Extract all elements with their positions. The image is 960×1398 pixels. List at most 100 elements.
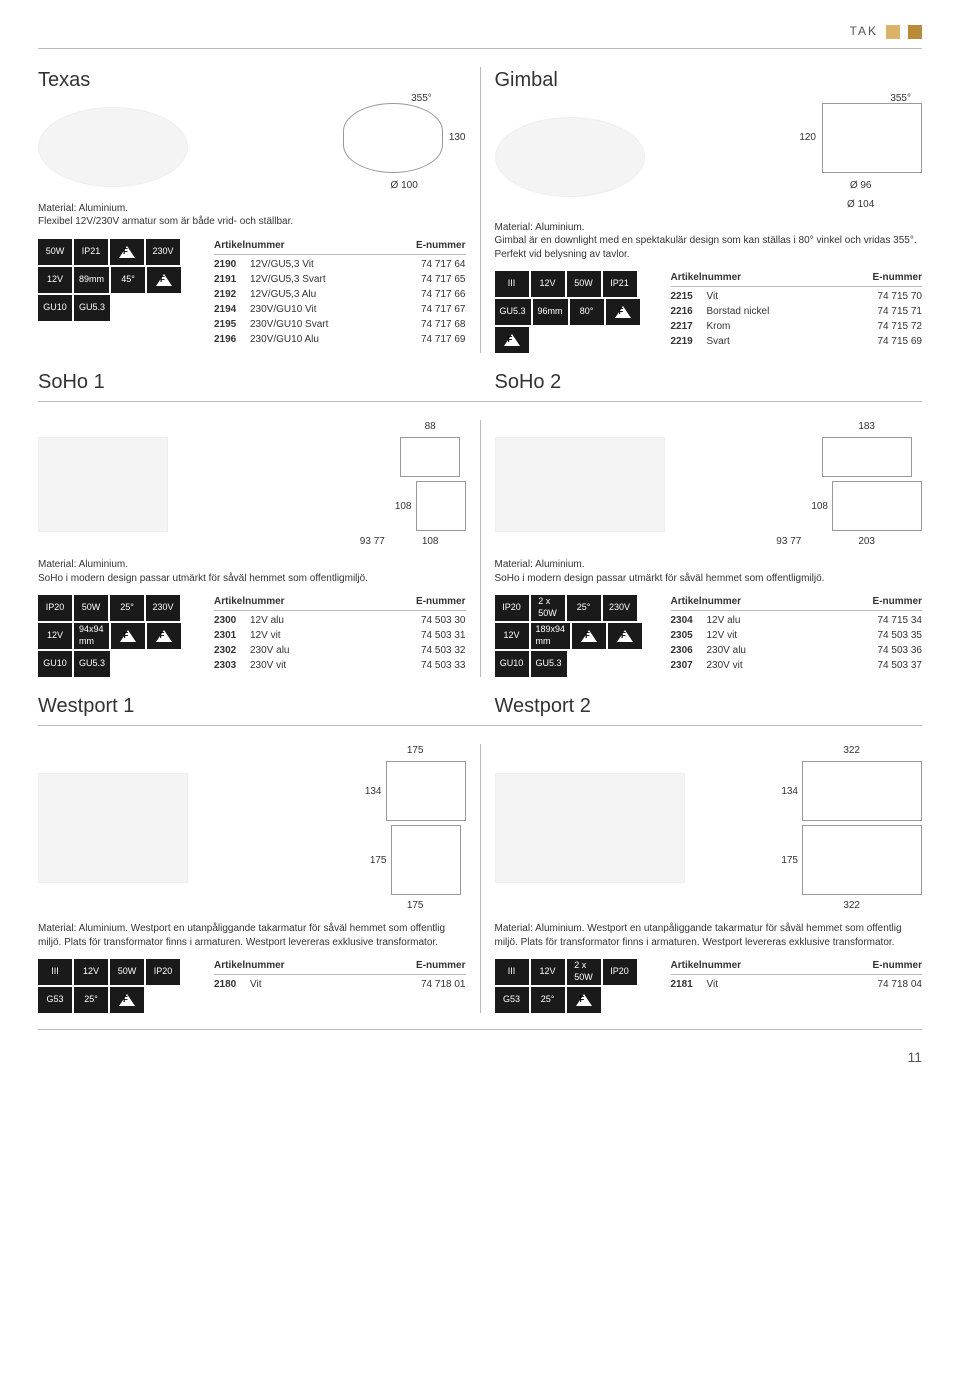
article-desc: 12V alu: [250, 614, 402, 627]
article-desc: 230V alu: [707, 644, 859, 657]
spec-badge: G53: [495, 987, 529, 1013]
texas-height: 130: [449, 131, 466, 144]
article-number: 2180: [214, 978, 250, 991]
spec-badge: 80°: [570, 299, 604, 325]
article-desc: 230V/GU10 Svart: [250, 318, 402, 331]
article-desc: 230V/GU10 Alu: [250, 333, 402, 346]
spec-badge: 189x94 mm: [531, 623, 571, 649]
soho1-section: 93 77 88 108 108 Material: Aluminium.: [38, 420, 480, 677]
accent-square-light: [886, 25, 900, 39]
article-enumber: 74 715 70: [858, 290, 922, 303]
article-enumber: 74 718 01: [402, 978, 466, 991]
spec-badge: 45°: [111, 267, 145, 293]
spec-badge: 12V: [38, 267, 72, 293]
article-enumber: 74 717 66: [402, 288, 466, 301]
texas-badges: 50WIP21F230V12V89mm45°FGU10GU5.3: [38, 239, 198, 321]
soho2-dim-e: 203: [858, 535, 875, 548]
article-enumber: 74 717 64: [402, 258, 466, 271]
spec-badge: F: [495, 327, 529, 353]
top-bar: TAK: [38, 24, 922, 40]
article-row: 219112V/GU5,3 Svart74 717 65: [214, 272, 466, 287]
col-enr: E-nummer: [416, 959, 465, 972]
soho1-dim-e: 108: [422, 535, 439, 548]
spec-badge: IP20: [146, 959, 180, 985]
westport1-photo: [38, 773, 188, 883]
article-row: 2302230V alu74 503 32: [214, 643, 466, 658]
spec-badge: 50W: [110, 959, 144, 985]
gimbal-angle: 355°: [890, 92, 911, 105]
spec-badge: F: [567, 987, 601, 1013]
gimbal-badges: III12V50WIP21GU5.396mm80°FF: [495, 271, 655, 353]
article-enumber: 74 715 34: [858, 614, 922, 627]
article-row: 2219Svart74 715 69: [671, 334, 923, 349]
col-art: Artikelnummer: [671, 271, 742, 284]
spec-badge: 12V: [495, 623, 529, 649]
spec-badge: GU10: [38, 295, 72, 321]
soho1-photo: [38, 437, 168, 532]
soho2-material: Material: Aluminium.: [495, 559, 585, 570]
article-desc: 230V alu: [250, 644, 402, 657]
soho1-dim-c: 77: [374, 536, 385, 547]
article-desc: Krom: [707, 320, 859, 333]
article-enumber: 74 717 69: [402, 333, 466, 346]
westport2-dim-a: 322: [843, 744, 860, 757]
spec-badge: IP20: [603, 959, 637, 985]
col-art: Artikelnummer: [214, 595, 285, 608]
article-enumber: 74 503 37: [858, 659, 922, 672]
article-row: 2303230V vit74 503 33: [214, 658, 466, 673]
spec-badge: F: [147, 623, 181, 649]
article-desc: Borstad nickel: [707, 305, 859, 318]
article-enumber: 74 717 68: [402, 318, 466, 331]
gimbal-section: Gimbal 120 355° Ø 96 Ø 104 Material: Alu…: [481, 67, 923, 354]
westport2-photo: [495, 773, 685, 883]
texas-desc: Flexibel 12V/230V armatur som är både vr…: [38, 216, 293, 227]
article-enumber: 74 717 65: [402, 273, 466, 286]
westport1-section: 175 134 175 175 Material: Aluminium. Wes…: [38, 744, 480, 1013]
soho1-top-diagram: [400, 437, 460, 477]
article-number: 2194: [214, 303, 250, 316]
texas-material: Material: Aluminium.: [38, 203, 128, 214]
soho2-badges: IP202 x 50W25°230V12V189x94 mmFFGU10GU5.…: [495, 595, 655, 677]
soho1-front-diagram: [416, 481, 466, 531]
col-art: Artikelnummer: [671, 959, 742, 972]
spec-badge: F: [110, 987, 144, 1013]
spec-badge: F: [572, 623, 606, 649]
article-desc: 12V/GU5,3 Alu: [250, 288, 402, 301]
soho1-title: SoHo 1: [38, 369, 466, 395]
westport1-title: Westport 1: [38, 693, 466, 719]
spec-badge: G53: [38, 987, 72, 1013]
article-number: 2302: [214, 644, 250, 657]
article-enumber: 74 503 31: [402, 629, 466, 642]
spec-badge: F: [110, 239, 144, 265]
article-number: 2216: [671, 305, 707, 318]
page-number: 11: [38, 1048, 922, 1066]
spec-badge: III: [495, 959, 529, 985]
col-art: Artikelnummer: [671, 595, 742, 608]
soho2-top-diagram: [822, 437, 912, 477]
spec-badge: 25°: [531, 987, 565, 1013]
texas-section: Texas 355° 130 Ø 100 Material: Aluminium…: [38, 67, 480, 354]
westport1-dim-d: 175: [407, 899, 424, 912]
article-enumber: 74 503 35: [858, 629, 922, 642]
article-number: 2303: [214, 659, 250, 672]
article-enumber: 74 715 71: [858, 305, 922, 318]
article-row: 2306230V alu74 503 36: [671, 643, 923, 658]
article-enumber: 74 715 72: [858, 320, 922, 333]
col-enr: E-nummer: [873, 595, 922, 608]
westport2-front-diagram: [802, 825, 922, 895]
article-desc: 12V alu: [707, 614, 859, 627]
article-number: 2219: [671, 335, 707, 348]
article-enumber: 74 717 67: [402, 303, 466, 316]
gimbal-material: Material: Aluminium.: [495, 222, 585, 233]
spec-badge: 50W: [38, 239, 72, 265]
westport1-front-diagram: [391, 825, 461, 895]
article-number: 2305: [671, 629, 707, 642]
article-row: 230112V vit74 503 31: [214, 628, 466, 643]
article-row: 2180Vit74 718 01: [214, 977, 466, 992]
spec-badge: F: [111, 623, 145, 649]
spec-badge: 25°: [567, 595, 601, 621]
gimbal-d2: Ø 104: [847, 198, 874, 211]
spec-badge: 25°: [110, 595, 144, 621]
col-art: Artikelnummer: [214, 239, 285, 252]
spec-badge: 50W: [74, 595, 108, 621]
